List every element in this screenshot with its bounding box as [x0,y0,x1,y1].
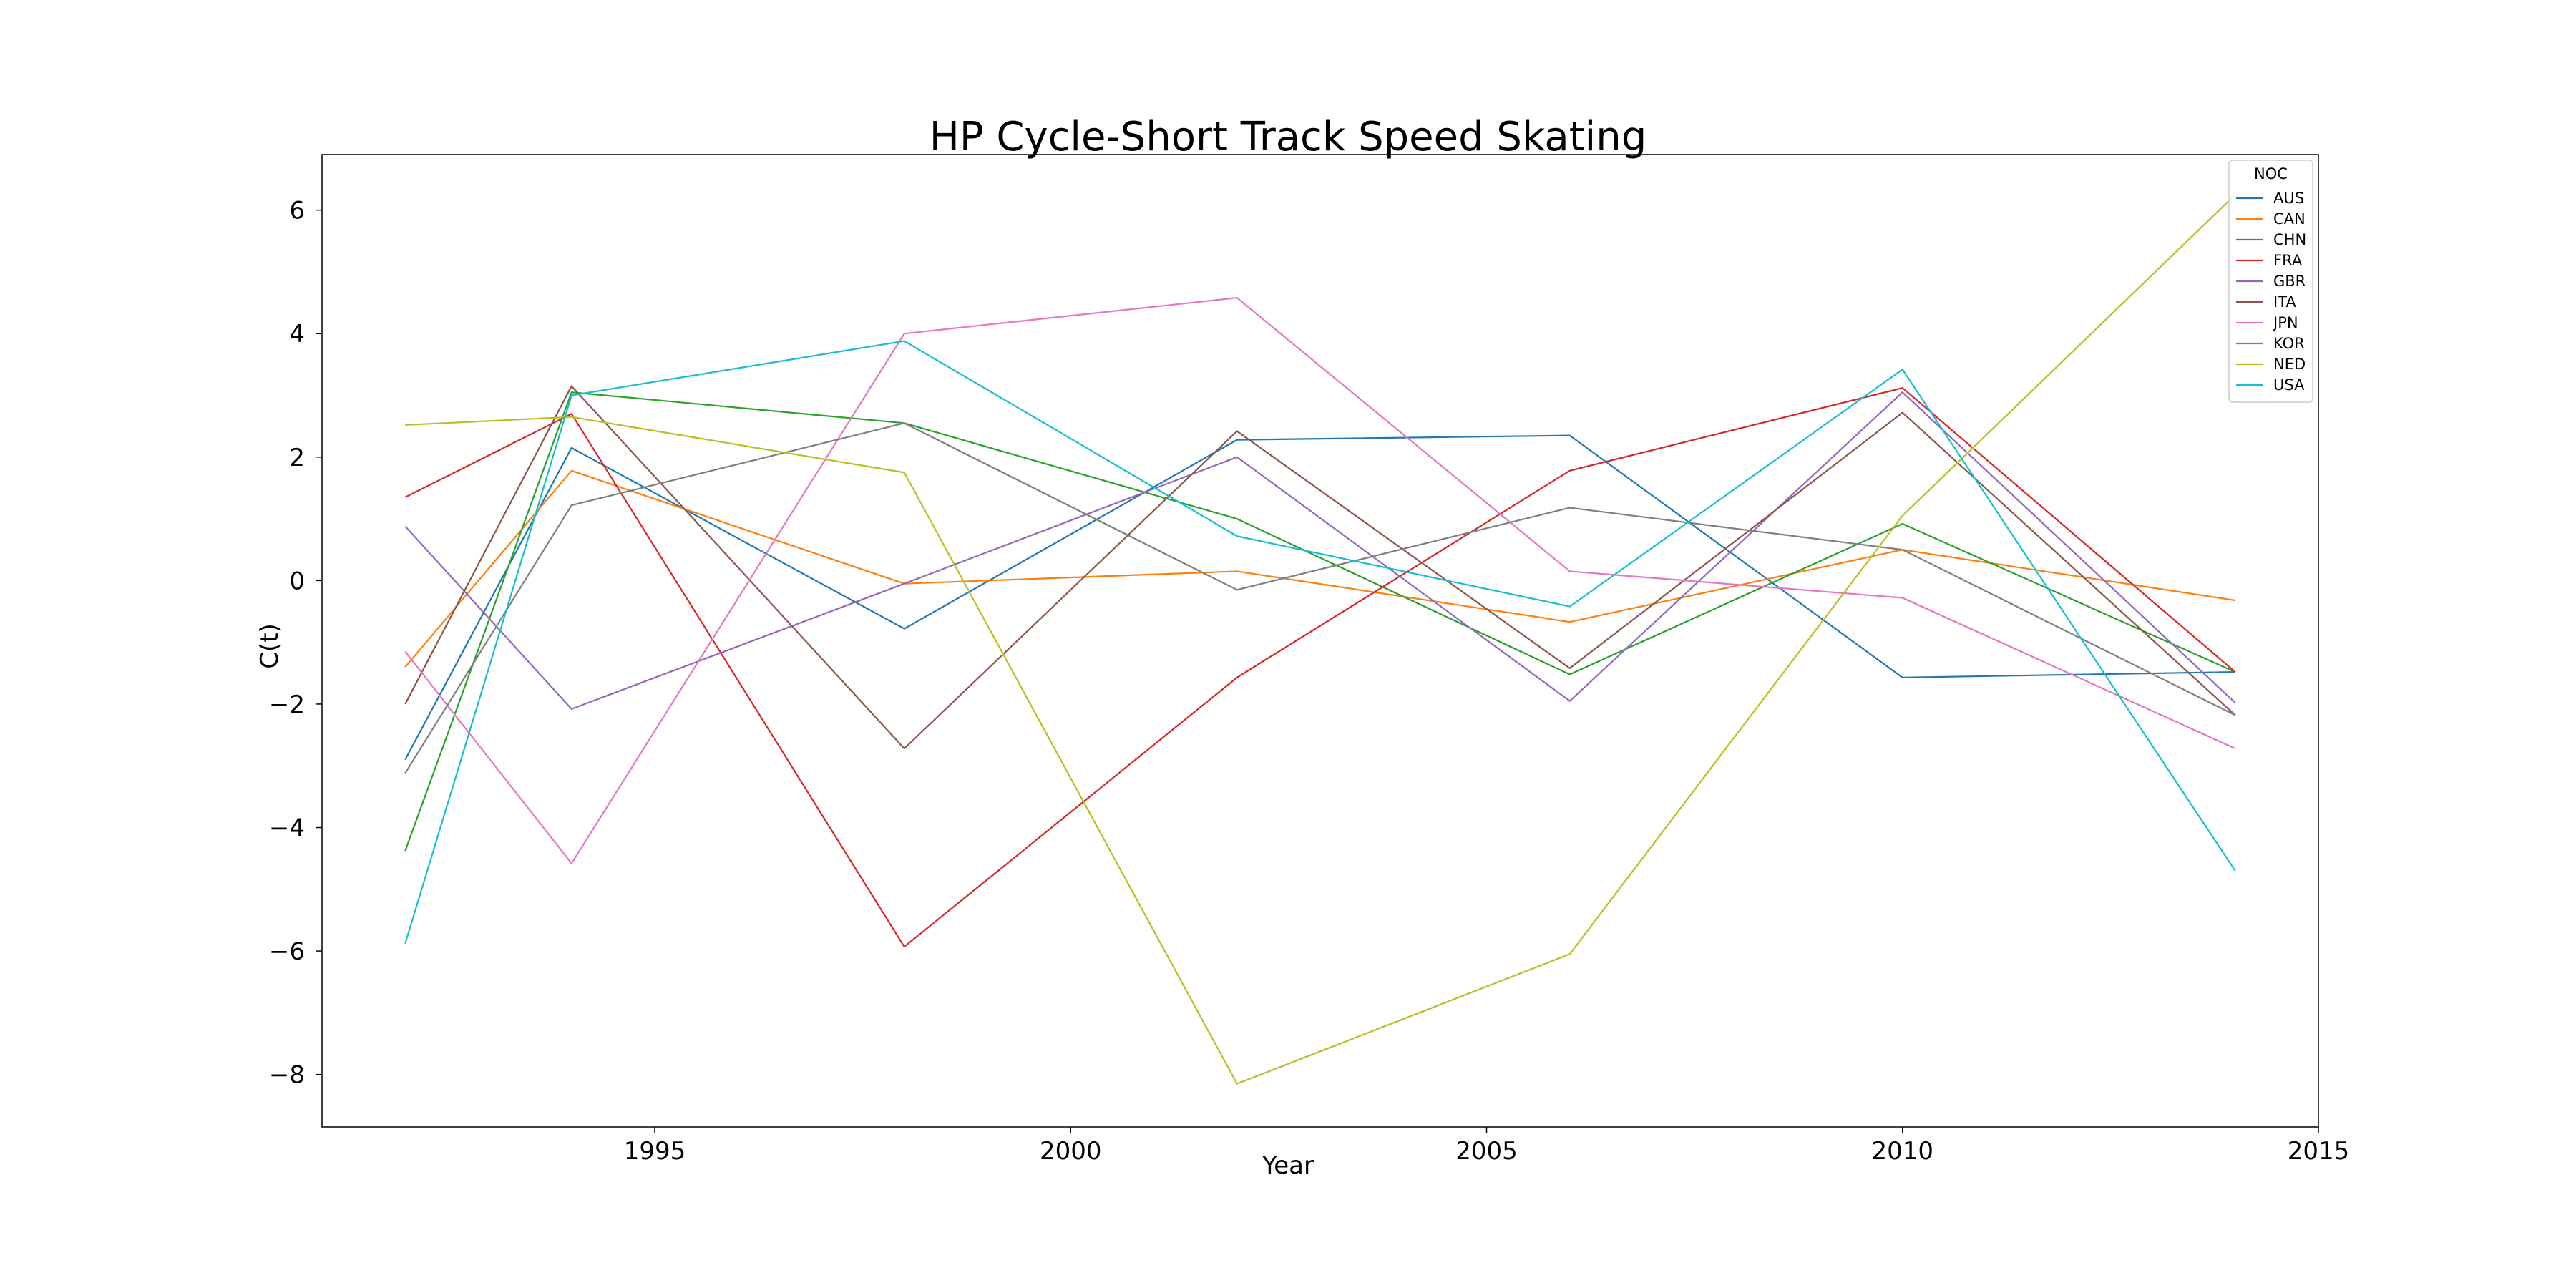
legend-label-aus: AUS [2273,190,2304,207]
legend-label-ned: NED [2273,356,2306,373]
series-line-chn [404,391,2236,852]
x-tick-label: 2000 [1040,1137,1102,1166]
legend: NOC AUS CAN CHN FRA GBR ITA JPN KOR NED USA [2228,160,2313,403]
y-tick-label: −6 [269,937,305,966]
legend-label-kor: KOR [2273,335,2305,352]
series-line-ned [405,194,2236,1085]
plot-area: 1995 2000 2005 2010 2015 6 4 2 0 −2 −4 −6 −8 [269,154,2350,1166]
chart-title: HP Cycle-Short Track Speed Skating [930,114,1647,160]
series-line-fra [404,387,2236,948]
plot-frame [321,154,2319,1128]
legend-label-chn: CHN [2273,231,2306,248]
legend-label-jpn: JPN [2272,314,2298,331]
series-line-aus [404,434,2235,761]
series-line-kor [404,422,2236,774]
legend-title: NOC [2254,165,2288,182]
x-tick-label: 1995 [624,1137,686,1166]
x-tick-label: 2005 [1455,1137,1518,1166]
legend-label-can: CAN [2273,210,2306,228]
y-tick-label: 6 [289,197,305,225]
y-tick-label: 2 [289,444,305,472]
y-tick-label: 4 [289,320,305,348]
y-tick-label: −2 [269,691,305,719]
legend-label-ita: ITA [2273,293,2296,311]
y-tick-label: −8 [269,1061,305,1090]
legend-label-gbr: GBR [2273,273,2306,290]
y-tick-label: 0 [289,567,305,595]
y-axis-title: C(t) [255,623,284,669]
y-tick-label: −4 [269,814,305,843]
series-line-jpn [404,297,2236,864]
series-line-usa [404,340,2236,945]
series-line-gbr [404,391,2236,710]
legend-box [2228,160,2313,403]
series-line-ita [404,385,2236,750]
x-tick-label: 2010 [1871,1137,1933,1166]
x-axis-title: Year [1262,1151,1314,1180]
x-tick-label: 2015 [2288,1137,2350,1166]
legend-label-fra: FRA [2273,252,2303,269]
legend-label-usa: USA [2273,376,2305,394]
